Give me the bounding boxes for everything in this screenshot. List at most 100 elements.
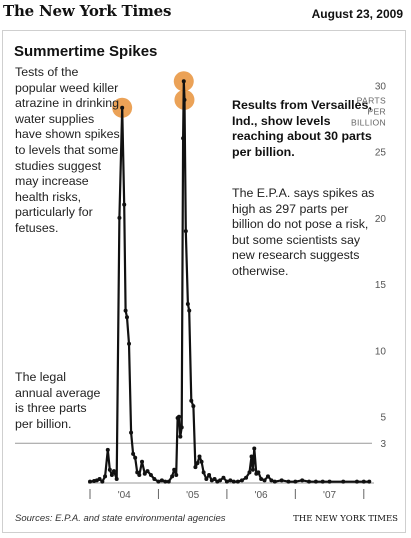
data-point [185, 302, 190, 307]
data-point [235, 479, 240, 484]
data-point [367, 479, 372, 484]
data-point [272, 479, 277, 484]
y-tick-label: 15 [375, 280, 387, 291]
y-unit-label: PARTS [357, 95, 386, 105]
data-point [320, 479, 325, 484]
series-layer [88, 79, 372, 484]
data-point [244, 475, 249, 480]
versailles-annotation: Results from Versailles, Ind., show leve… [232, 98, 372, 159]
data-point [252, 446, 257, 451]
data-point [341, 479, 346, 484]
data-point [137, 473, 142, 478]
credit-line: THE NEW YORK TIMES [293, 514, 398, 524]
data-point [212, 477, 217, 482]
data-point [195, 461, 200, 466]
data-point [114, 477, 119, 482]
data-point [189, 398, 194, 403]
peak-highlights [112, 71, 195, 118]
data-point [183, 229, 188, 234]
data-point [129, 430, 134, 435]
data-point [204, 477, 209, 482]
source-note: Sources: E.P.A. and state environmental … [15, 513, 226, 524]
data-point [221, 475, 226, 480]
data-point [265, 474, 270, 479]
data-point [131, 451, 136, 456]
epa-annotation: The E.P.A. says spikes as high as 297 pa… [232, 186, 375, 278]
data-point [201, 470, 206, 475]
data-point [313, 479, 318, 484]
y-tick-label: 20 [375, 214, 387, 225]
data-point [174, 473, 179, 478]
y-unit-label: PER [367, 106, 386, 116]
data-point [262, 478, 267, 483]
data-point [120, 105, 125, 110]
y-tick-label: 3 [380, 439, 386, 450]
data-point [166, 479, 171, 484]
y-tick-label: 10 [375, 346, 387, 357]
data-point [123, 308, 128, 313]
data-point [107, 467, 112, 472]
data-point [145, 469, 150, 474]
data-point [231, 479, 236, 484]
x-tick-label: '07 [323, 490, 336, 501]
data-point [293, 479, 298, 484]
x-tick-label: '05 [186, 490, 199, 501]
data-point [179, 425, 184, 430]
data-point [140, 459, 145, 464]
y-tick-label: 5 [380, 413, 386, 424]
data-point [176, 414, 181, 419]
data-point [279, 478, 284, 483]
data-point [207, 473, 212, 478]
y-tick-label: 30 [375, 81, 387, 92]
data-point [170, 474, 175, 479]
data-point [181, 79, 186, 84]
data-point [197, 454, 202, 459]
graphic-frame [2, 30, 406, 533]
data-point [181, 136, 186, 141]
data-point [239, 478, 244, 483]
data-point [103, 474, 108, 479]
data-point [178, 434, 183, 439]
data-point [187, 308, 192, 313]
data-point [218, 478, 223, 483]
y-tick-label: 25 [375, 148, 387, 159]
data-point [172, 467, 177, 472]
chart-title: Summertime Spikes [14, 43, 158, 60]
data-point [354, 479, 359, 484]
data-point [156, 479, 161, 484]
data-point [127, 341, 132, 346]
gridlines [15, 442, 374, 484]
x-tick-label: '06 [255, 490, 268, 501]
data-point [142, 471, 147, 476]
data-point [159, 478, 164, 483]
data-point [224, 479, 229, 484]
data-point [111, 469, 116, 474]
y-unit-label: BILLION [351, 117, 386, 127]
data-point [327, 479, 332, 484]
data-point [152, 477, 157, 482]
data-point [97, 477, 102, 482]
data-point [300, 478, 305, 483]
data-point [193, 465, 198, 470]
data-point [100, 479, 105, 484]
data-point [249, 454, 254, 459]
data-point [247, 470, 252, 475]
data-point [269, 478, 274, 483]
data-point [109, 473, 114, 478]
data-point [133, 455, 138, 460]
masthead-logo: The New York Times [3, 2, 172, 20]
data-point [361, 479, 366, 484]
data-point [199, 459, 204, 464]
data-point [228, 478, 233, 483]
legal-limit-annotation: The legal annual average is three parts … [15, 370, 101, 431]
data-point [182, 97, 187, 102]
data-point [250, 467, 255, 472]
data-point [124, 315, 129, 320]
data-point [88, 479, 92, 484]
data-point [163, 479, 168, 484]
data-point [117, 215, 122, 220]
data-point [105, 447, 110, 452]
publication-date: August 23, 2009 [311, 7, 403, 21]
